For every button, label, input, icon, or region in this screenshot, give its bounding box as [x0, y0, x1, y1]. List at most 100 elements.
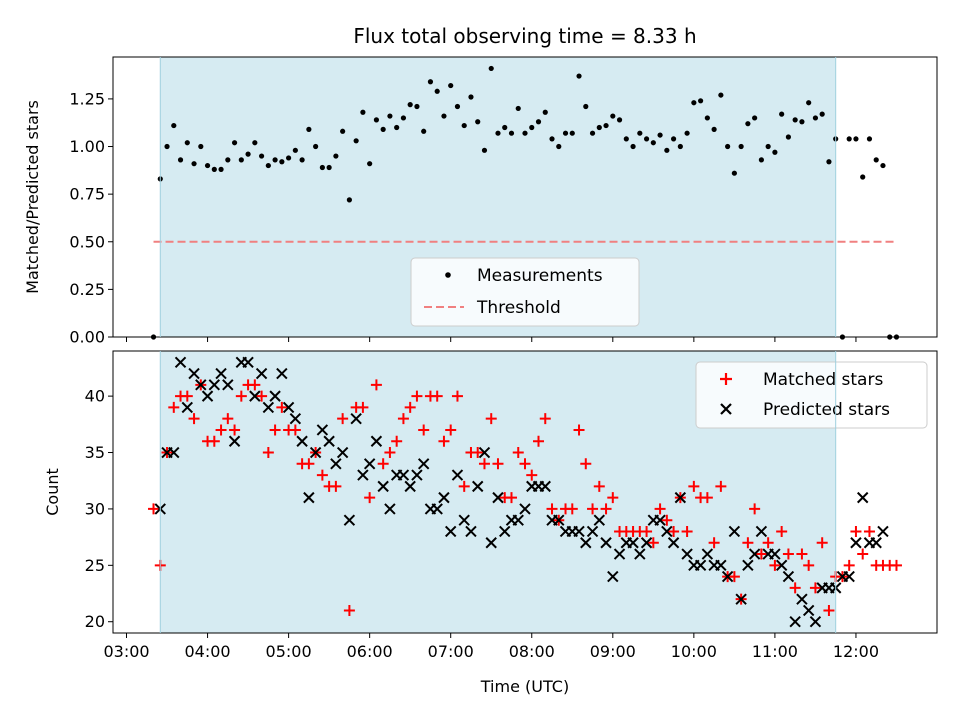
predicted-star-point	[661, 525, 673, 538]
measurement-point	[779, 111, 785, 117]
matched-star-point	[391, 435, 403, 447]
measurement-point	[806, 100, 812, 106]
top-axes-frame	[112, 56, 938, 338]
predicted-star-point	[789, 616, 801, 628]
measurement-point	[725, 143, 731, 150]
measurement-point	[238, 157, 244, 163]
measurement-point	[576, 73, 582, 79]
measurement-point	[792, 117, 798, 123]
measurement-point	[596, 124, 602, 131]
x-axis-label: Time (UTC)	[480, 677, 569, 696]
matched-star-point	[485, 413, 497, 425]
measurement-point	[461, 122, 467, 129]
matched-star-point	[148, 503, 160, 515]
y-tick-label: 0.25	[69, 280, 105, 299]
matched-star-point	[533, 435, 545, 447]
top-x-ticks	[126, 337, 857, 342]
matched-star-point	[708, 537, 720, 549]
y-tick-label: 35	[85, 443, 105, 462]
predicted-star-point	[735, 593, 747, 605]
x-tick-label: 07:00	[428, 642, 474, 661]
matched-star-point	[478, 458, 490, 470]
measurement-points	[150, 65, 900, 340]
x-tick-label: 10:00	[671, 642, 717, 661]
measurement-point	[286, 155, 292, 161]
measurement-point	[313, 143, 319, 150]
measurement-point	[299, 157, 305, 163]
matched-star-point	[654, 503, 666, 515]
top-legend: Measurements Threshold	[410, 257, 640, 327]
predicted-star-point	[701, 548, 714, 560]
predicted-star-point	[343, 514, 356, 526]
predicted-star-point	[296, 435, 308, 447]
measurement-point	[319, 164, 325, 171]
matched-star-point	[566, 503, 578, 515]
measurement-point	[657, 132, 663, 138]
y-tick-label: 30	[85, 499, 105, 518]
measurement-point	[691, 100, 697, 106]
matched-star-point	[661, 514, 673, 526]
predicted-star-point	[856, 491, 869, 504]
measurement-point	[441, 113, 447, 119]
predicted-star-point	[843, 570, 855, 583]
measurement-point	[340, 128, 346, 134]
matched-star-point	[303, 458, 315, 470]
x-tick-label: 05:00	[266, 642, 312, 661]
matched-star-point	[789, 582, 801, 594]
predicted-star-point	[472, 480, 484, 493]
matched-star-point	[647, 537, 659, 549]
measurement-point	[407, 102, 413, 108]
predicted-star-point	[269, 390, 281, 402]
measurement-point	[745, 121, 751, 127]
measurement-point	[684, 130, 690, 136]
measurement-point	[873, 157, 879, 163]
predicted-star-point	[573, 525, 585, 538]
matched-star-point	[857, 548, 869, 560]
measurement-point	[711, 126, 717, 132]
measurement-point	[468, 94, 474, 100]
matched-star-point	[438, 435, 450, 447]
predicted-star-point	[634, 548, 646, 560]
measurement-point	[488, 65, 494, 72]
measurement-point	[664, 147, 670, 153]
matched-star-point	[397, 413, 409, 425]
predicted-star-point	[755, 525, 768, 538]
predicted-star-point	[782, 570, 795, 583]
x-tick-label: 04:00	[185, 642, 231, 661]
predicted-star-point	[715, 559, 727, 572]
predicted-star-point	[674, 491, 687, 504]
matched-star-point	[431, 390, 443, 402]
legend-matched-marker	[720, 373, 732, 385]
matched-star-point	[641, 525, 653, 537]
x-tick-label: 06:00	[347, 642, 393, 661]
predicted-star-point	[877, 525, 889, 538]
predicted-star-point	[336, 446, 349, 459]
predicted-star-point	[431, 503, 443, 515]
measurement-point	[414, 103, 420, 110]
predicted-star-point	[485, 537, 497, 549]
predicted-star-point	[553, 514, 565, 526]
y-tick-label: 0.50	[69, 232, 105, 251]
x-tick-label: 12:00	[833, 642, 879, 661]
predicted-star-point	[539, 480, 551, 493]
measurement-point	[812, 115, 819, 121]
predicted-star-point	[769, 548, 781, 560]
predicted-star-point	[850, 537, 862, 549]
predicted-star-point	[721, 570, 734, 583]
predicted-star-point	[262, 401, 275, 414]
measurement-point	[752, 115, 758, 121]
bottom-legend: Matched stars Predicted stars	[695, 361, 928, 429]
measurement-point	[204, 162, 211, 169]
measurement-point	[211, 166, 217, 172]
predicted-star-point	[870, 537, 882, 549]
measurement-point	[353, 138, 359, 144]
matched-star-point	[451, 390, 463, 402]
measurement-point	[569, 130, 575, 136]
predicted-star-point	[222, 379, 234, 391]
measurement-point	[245, 151, 251, 157]
predicted-star-point	[181, 401, 194, 414]
measurement-point	[508, 130, 515, 136]
measurement-point	[258, 153, 265, 159]
predicted-star-point	[444, 525, 457, 538]
matched-star-point	[728, 571, 740, 583]
